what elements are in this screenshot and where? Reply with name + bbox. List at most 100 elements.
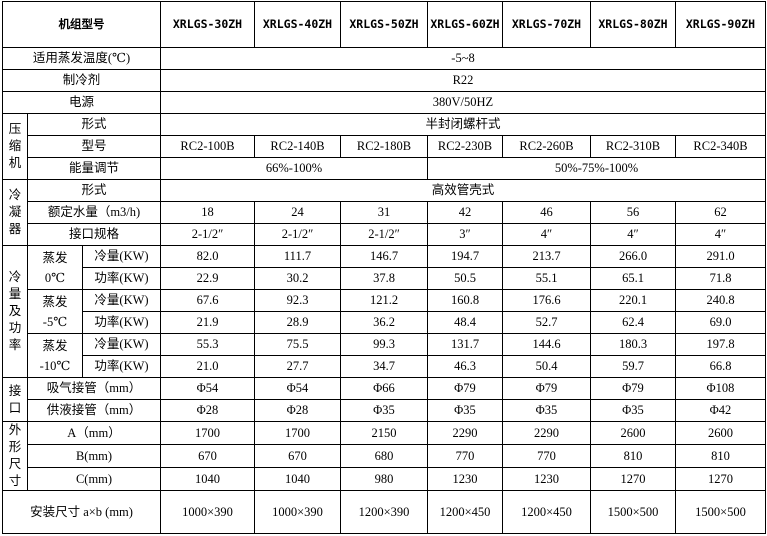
value-cell: 111.7 [254,245,341,268]
table-row: 型号 RC2-100B RC2-140B RC2-180B RC2-230B RC2-26… [3,135,766,158]
value-cell: 770 [427,444,503,468]
value-cell: 66.8 [675,355,766,378]
value-cell: -5~8 [160,47,766,70]
value-cell: RC2-310B [590,135,676,158]
model-header: XRLGS-30ZH [160,1,255,48]
row-label: 制冷剂 [2,69,161,92]
value-cell: 810 [675,444,766,468]
value-cell: Φ66 [340,377,428,400]
value-cell: 2600 [590,421,676,445]
value-cell: 197.8 [675,333,766,356]
group-label: 接口 [2,377,28,422]
condition-text: 0℃ [44,270,66,285]
value-cell: 36.2 [340,311,428,334]
table-row: 功率(KW) 22.9 30.2 37.8 50.5 55.1 65.1 71.8 [3,267,766,290]
value-cell: 1270 [590,467,676,491]
table-row: 蒸发 -10℃ 冷量(KW) 55.3 75.5 99.3 131.7 144.6 180.3 1… [3,333,766,378]
value-cell: 52.7 [502,311,591,334]
value-cell: 75.5 [254,333,341,356]
row-label: 接口规格 [27,223,161,246]
group-label: 冷凝器 [2,179,28,246]
value-cell: 37.8 [340,267,428,290]
value-cell: 380V/50HZ [160,91,766,114]
value-cell: Φ28 [254,399,341,422]
value-cell: 27.7 [254,355,341,378]
value-cell: Φ35 [427,399,503,422]
value-cell: 1000×390 [254,490,341,534]
condition-text: -5℃ [42,314,68,329]
table-row: 安装尺寸 a×b (mm) 1000×390 1000×390 1200×390 120… [2,490,766,534]
value-cell: RC2-230B [427,135,503,158]
value-cell: 213.7 [502,245,591,268]
row-label: 冷量(KW) [82,245,161,268]
table-row: B(mm) 670 670 680 770 770 810 810 [3,444,766,468]
row-label: 功率(KW) [82,355,161,378]
condition-label: 蒸发 -5℃ [27,289,83,334]
value-cell: 22.9 [160,267,255,290]
condition-text: 蒸发 [42,338,68,353]
table-row: 能量调节 66%-100% 50%-75%-100% [3,157,766,180]
value-cell: 半封闭螺杆式 [160,113,766,136]
value-cell: 1700 [160,421,255,445]
table-row: 机组型号 XRLGS-30ZH XRLGS-40ZH XRLGS-50ZH XRLGS-… [2,1,766,48]
table-row: 冷量及功率 蒸发 0℃ 冷量(KW) 82.0 111.7 146.7 194.7 213.7 2… [2,245,766,378]
value-cell: 1230 [502,467,591,491]
value-cell: 4″ [502,223,591,246]
value-cell: Φ79 [590,377,676,400]
value-cell: 2-1/2″ [254,223,341,246]
row-label: 形式 [27,113,161,136]
row-label: 型号 [27,135,161,158]
value-cell: Φ35 [502,399,591,422]
value-cell: 48.4 [427,311,503,334]
row-label: 冷量(KW) [82,289,161,312]
value-cell: 46 [502,201,591,224]
value-cell: 266.0 [590,245,676,268]
value-cell: 2290 [427,421,503,445]
value-cell: 21.0 [160,355,255,378]
value-cell: 180.3 [590,333,676,356]
value-cell: 980 [340,467,428,491]
group-label: 外形尺寸 [2,421,28,491]
row-label: 安装尺寸 a×b (mm) [2,490,161,534]
row-label: 额定水量（m3/h) [27,201,161,224]
row-label: 形式 [27,179,161,202]
row-label: C(mm) [27,467,161,491]
row-label: 功率(KW) [82,311,161,334]
value-cell: Φ108 [675,377,766,400]
value-cell: 46.3 [427,355,503,378]
value-cell: 31 [340,201,428,224]
value-cell: Φ28 [160,399,255,422]
value-cell: 1200×450 [502,490,591,534]
value-cell: 21.9 [160,311,255,334]
value-cell: 55.3 [160,333,255,356]
value-cell: RC2-100B [160,135,255,158]
value-cell: 92.3 [254,289,341,312]
row-label: 适用蒸发温度(℃) [2,47,161,70]
model-header: XRLGS-50ZH [340,1,428,48]
header-label: 机组型号 [2,1,161,48]
value-cell: 1040 [160,467,255,491]
table-row: 供液接管（mm） Φ28 Φ28 Φ35 Φ35 Φ35 Φ35 Φ42 [3,399,766,422]
value-cell: 55.1 [502,267,591,290]
value-cell: 66%-100% [160,157,428,180]
value-cell: 59.7 [590,355,676,378]
value-cell: 30.2 [254,267,341,290]
value-cell: 42 [427,201,503,224]
row-label: 冷量(KW) [82,333,161,356]
value-cell: 121.2 [340,289,428,312]
value-cell: 240.8 [675,289,766,312]
row-label: 功率(KW) [82,267,161,290]
value-cell: 194.7 [427,245,503,268]
group-label: 冷量及功率 [2,245,28,378]
value-cell: Φ35 [590,399,676,422]
row-label: 吸气接管（mm） [27,377,161,400]
model-header: XRLGS-90ZH [675,1,766,48]
value-cell: 146.7 [340,245,428,268]
value-cell: 4″ [675,223,766,246]
value-cell: 82.0 [160,245,255,268]
value-cell: 810 [590,444,676,468]
value-cell: RC2-340B [675,135,766,158]
value-cell: RC2-260B [502,135,591,158]
value-cell: 50.5 [427,267,503,290]
